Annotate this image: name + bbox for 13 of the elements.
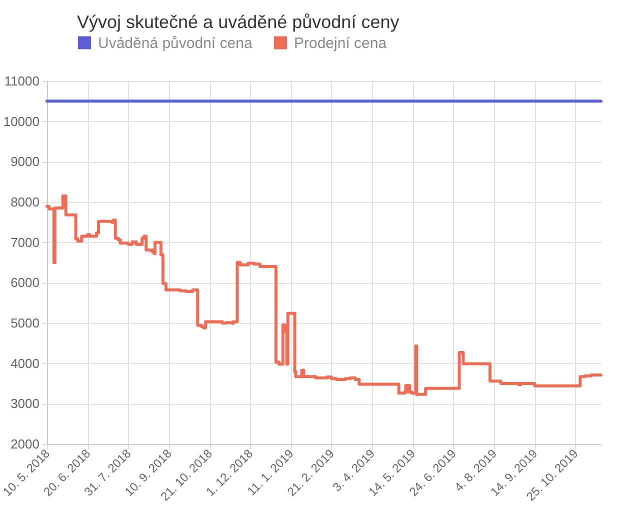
y-tick-label: 4000 [10,356,40,371]
chart-title: Vývoj skutečné a uváděné původní ceny [77,12,400,32]
y-tick-label: 11000 [4,74,40,88]
y-tick-label: 8000 [10,194,40,210]
y-tick-label: 9000 [10,154,40,170]
y-tick-label: 5000 [10,316,40,330]
legend-label: Uváděná původní cena [98,34,253,52]
y-tick-label: 10000 [3,114,40,129]
legend-label: Prodejní cena [294,34,388,52]
y-tick-label: 3000 [10,396,40,412]
y-tick-label: 7000 [10,234,40,250]
y-tick-label: 2000 [10,436,40,452]
y-tick-label: 6000 [10,275,40,290]
